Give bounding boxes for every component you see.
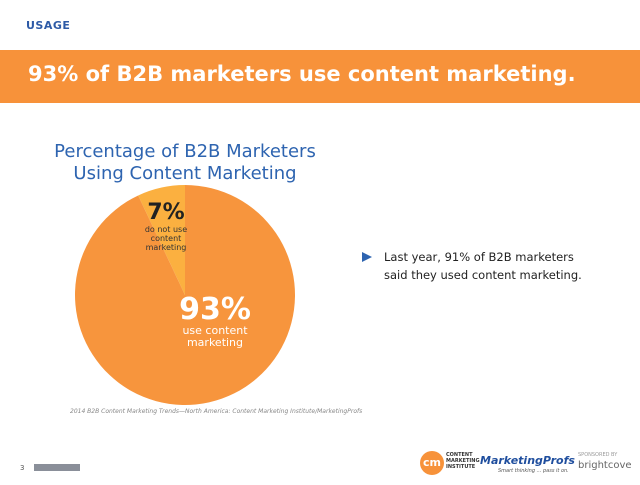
slice-value-label: 7% [147,200,185,225]
logo-tagline: Smart thinking ... pass it on. [498,468,569,474]
section-label: USAGE [26,19,71,32]
slice-category-label: do not use content marketing [144,225,188,252]
logo-text: CONTENT MARKETING INSTITUTE [446,452,480,470]
headline: 93% of B2B marketers use content marketi… [28,62,576,86]
sponsor-label: SPONSORED BY [578,452,618,458]
sponsor-logo: brightcove [578,460,632,471]
pie-slice [138,185,185,295]
bullet-marker [362,252,372,262]
banner [0,50,640,103]
pie-slice [75,185,295,405]
logo-mark: cm [420,451,444,475]
page-number: 3 [20,464,25,472]
slice-value-label: 93% [179,292,251,327]
chart-title-line: Percentage of B2B Marketers [54,141,316,162]
chart-title: Percentage of B2B Marketers Using Conten… [40,141,330,185]
bullet-text: Last year, 91% of B2B marketers said the… [384,250,582,282]
share-tag [34,464,80,471]
logo-text: MarketingProfs [480,454,575,467]
source: 2014 B2B Content Marketing Trends—North … [70,408,363,415]
chart-title-line: Using Content Marketing [73,163,297,184]
slice-category-label: use content marketing [182,324,248,349]
